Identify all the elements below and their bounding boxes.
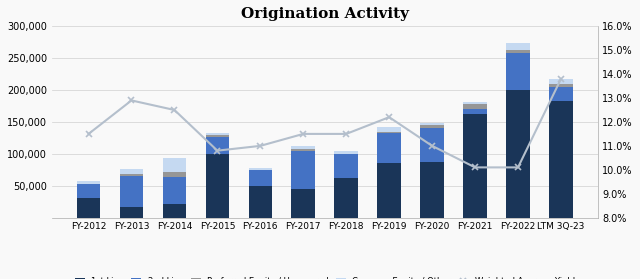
Bar: [248, 170, 272, 186]
Line: Weighted Average Yield: Weighted Average Yield: [85, 75, 564, 171]
Bar: [378, 163, 401, 218]
Bar: [420, 162, 444, 218]
Bar: [506, 50, 530, 53]
Bar: [420, 123, 444, 125]
Legend: 1st Lien, 2nd Lien, Preferred Equity / Unsecured, Common Equity / Other, Weighte: 1st Lien, 2nd Lien, Preferred Equity / U…: [75, 277, 575, 279]
Bar: [291, 146, 315, 149]
Bar: [463, 104, 487, 109]
Weighted Average Yield: [385, 116, 393, 119]
Bar: [506, 90, 530, 218]
Bar: [120, 176, 143, 207]
Weighted Average Yield: [214, 149, 221, 152]
Weighted Average Yield: [171, 108, 179, 112]
Bar: [120, 169, 143, 174]
Bar: [463, 114, 487, 218]
Bar: [506, 53, 530, 90]
Bar: [549, 101, 573, 218]
Weighted Average Yield: [300, 132, 307, 136]
Bar: [335, 154, 358, 178]
Bar: [77, 198, 100, 218]
Weighted Average Yield: [514, 166, 522, 169]
Weighted Average Yield: [257, 144, 264, 148]
Bar: [205, 133, 229, 135]
Bar: [163, 172, 186, 177]
Bar: [163, 158, 186, 172]
Bar: [291, 151, 315, 189]
Bar: [378, 133, 401, 163]
Bar: [420, 125, 444, 128]
Bar: [291, 149, 315, 151]
Bar: [549, 84, 573, 87]
Weighted Average Yield: [471, 166, 479, 169]
Bar: [120, 174, 143, 176]
Bar: [205, 135, 229, 137]
Bar: [291, 189, 315, 218]
Weighted Average Yield: [557, 77, 564, 81]
Bar: [120, 207, 143, 218]
Bar: [463, 102, 487, 104]
Bar: [378, 131, 401, 133]
Title: Origination Activity: Origination Activity: [241, 7, 409, 21]
Weighted Average Yield: [428, 144, 436, 148]
Bar: [378, 127, 401, 131]
Bar: [506, 44, 530, 50]
Bar: [463, 109, 487, 114]
Bar: [248, 168, 272, 170]
Bar: [77, 184, 100, 198]
Bar: [77, 181, 100, 184]
Bar: [248, 186, 272, 218]
Weighted Average Yield: [84, 132, 92, 136]
Bar: [163, 177, 186, 204]
Bar: [549, 79, 573, 84]
Weighted Average Yield: [127, 99, 135, 102]
Bar: [205, 154, 229, 218]
Bar: [163, 204, 186, 218]
Weighted Average Yield: [342, 132, 350, 136]
Bar: [335, 178, 358, 218]
Bar: [420, 128, 444, 162]
Bar: [549, 87, 573, 101]
Bar: [335, 151, 358, 154]
Bar: [205, 137, 229, 154]
